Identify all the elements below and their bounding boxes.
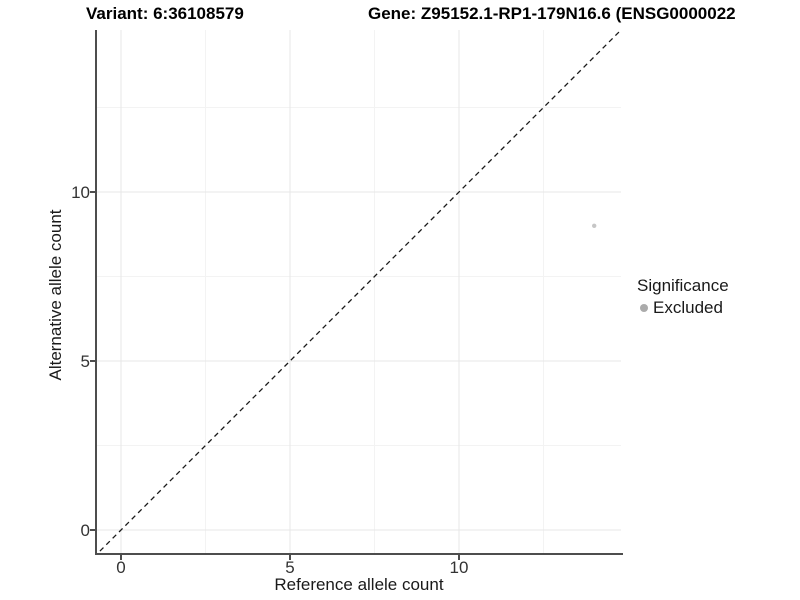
legend-item-label: Excluded bbox=[653, 298, 723, 317]
x-axis-title: Reference allele count bbox=[274, 575, 444, 594]
gene-title: Gene: Z95152.1-RP1-179N16.6 (ENSG0000022 bbox=[368, 4, 736, 23]
y-axis-tick bbox=[90, 191, 95, 193]
data-point bbox=[592, 223, 597, 228]
x-axis-tick bbox=[289, 555, 291, 560]
legend-items: Excluded bbox=[637, 299, 729, 317]
identity-line bbox=[97, 30, 621, 553]
legend-point-icon bbox=[640, 304, 648, 312]
y-tick-label: 10 bbox=[71, 183, 90, 202]
x-axis-tick bbox=[458, 555, 460, 560]
legend: Significance Excluded bbox=[637, 277, 729, 317]
plot-canvas bbox=[97, 30, 621, 553]
y-axis-tick bbox=[90, 360, 95, 362]
x-axis-line bbox=[95, 553, 623, 555]
legend-title: Significance bbox=[637, 276, 729, 295]
x-tick-label: 10 bbox=[449, 558, 469, 577]
y-tick-label: 5 bbox=[80, 352, 90, 371]
y-axis-tick bbox=[90, 529, 95, 531]
y-axis-line bbox=[95, 30, 97, 555]
x-tick-label: 5 bbox=[285, 558, 295, 577]
variant-title: Variant: 6:36108579 bbox=[86, 4, 244, 23]
legend-item: Excluded bbox=[637, 299, 729, 317]
x-axis-tick bbox=[120, 555, 122, 560]
y-tick-label: 0 bbox=[80, 521, 90, 540]
x-tick-label: 0 bbox=[116, 558, 126, 577]
plot-panel bbox=[97, 30, 621, 553]
